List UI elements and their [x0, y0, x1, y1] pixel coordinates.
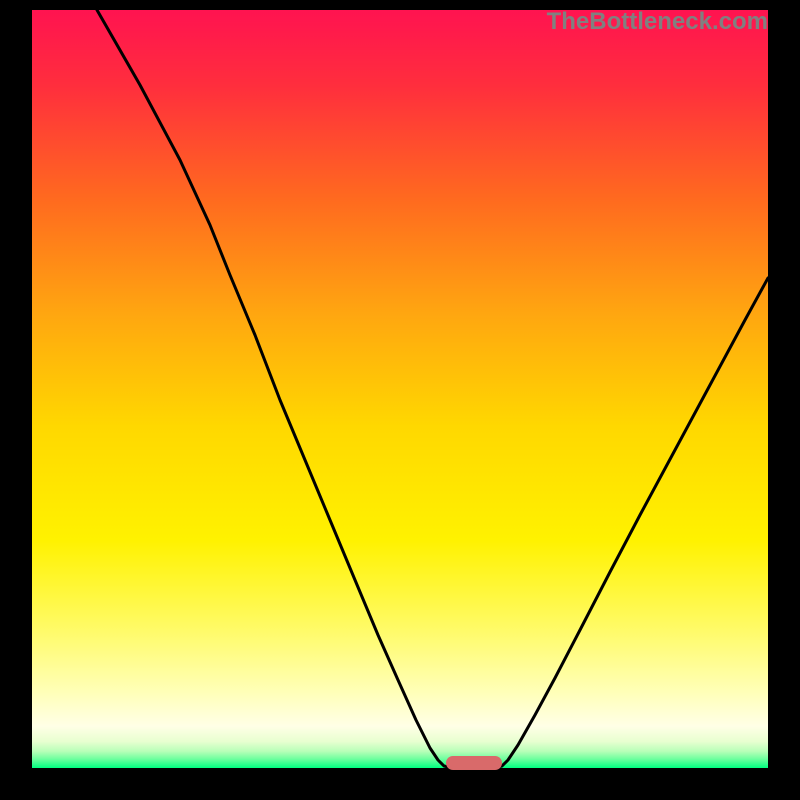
- watermark: TheBottleneck.com: [547, 8, 768, 36]
- chart-container: TheBottleneck.com: [0, 0, 800, 800]
- bottom-marker: [446, 756, 502, 770]
- watermark-text: TheBottleneck.com: [547, 8, 768, 35]
- chart-curve: [32, 10, 768, 768]
- plot-area: [32, 10, 768, 768]
